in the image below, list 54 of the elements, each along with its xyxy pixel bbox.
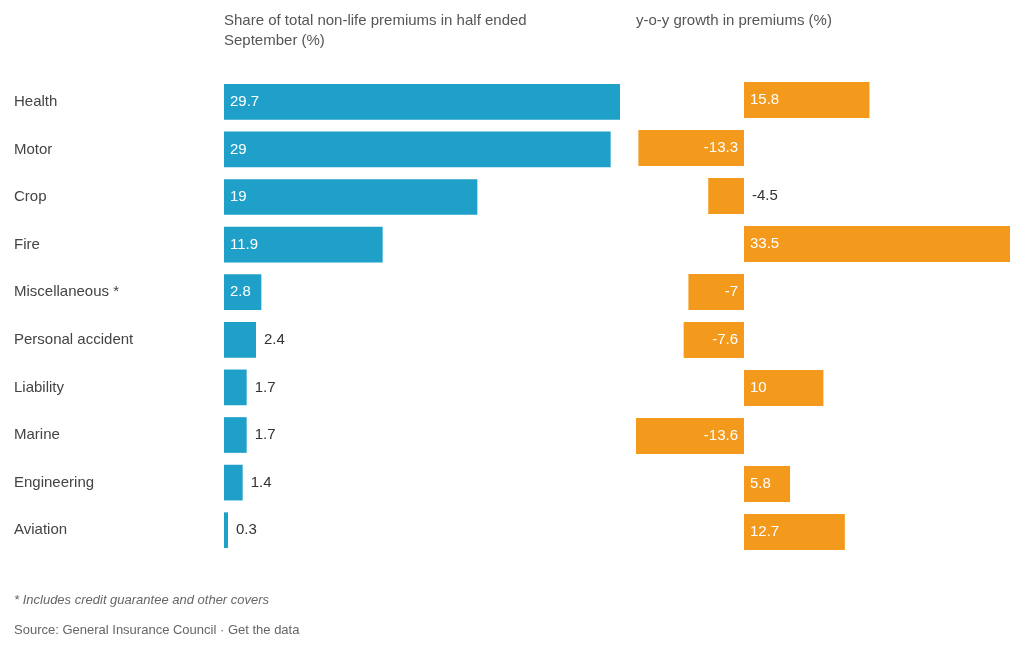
bar xyxy=(636,418,744,454)
data-label: 5.8 xyxy=(749,474,771,492)
data-label: 0.3 xyxy=(236,520,257,538)
data-label: 10 xyxy=(749,378,767,396)
bar xyxy=(743,514,845,550)
data-label: 11.9 xyxy=(230,234,259,252)
y-tick-label: Fire xyxy=(14,234,40,252)
bar xyxy=(224,464,243,501)
y-tick-label: Health xyxy=(14,91,58,109)
data-label: 15.8 xyxy=(749,90,780,108)
data-label: -7.6 xyxy=(712,330,738,348)
y-tick-label: Crop xyxy=(14,187,47,205)
data-label: 19 xyxy=(230,187,247,205)
y-tick-label: Engineering xyxy=(14,472,95,490)
bar xyxy=(224,226,383,263)
y-tick-label: Miscellaneous * xyxy=(14,282,120,300)
data-label: 33.5 xyxy=(749,234,780,252)
data-label: 1.7 xyxy=(254,425,276,443)
data-label: -4.5 xyxy=(751,186,778,204)
data-label: -13.6 xyxy=(703,426,738,444)
data-label: 1.7 xyxy=(254,377,276,395)
bar xyxy=(743,82,870,118)
bar xyxy=(224,321,256,358)
bar xyxy=(638,130,744,166)
y-tick-label: Liability xyxy=(14,377,65,395)
bar xyxy=(224,417,247,453)
chart-title: y-o-y growth in premiums (%) xyxy=(636,10,833,30)
bar xyxy=(688,274,744,310)
bar xyxy=(743,226,1010,262)
data-label: -13.3 xyxy=(703,138,738,156)
y-tick-label: Marine xyxy=(14,425,60,443)
y-tick-label: Motor xyxy=(14,139,53,157)
chart-title: Share of total non-life premiums in half ended September (%) xyxy=(224,10,528,50)
bar xyxy=(224,369,247,406)
bar xyxy=(708,178,744,214)
bar xyxy=(224,512,228,549)
y-tick-label: Aviation xyxy=(14,520,68,538)
data-label: -7 xyxy=(724,282,738,300)
data-label: 29 xyxy=(230,139,247,157)
bar xyxy=(224,274,262,311)
data-label: 1.4 xyxy=(250,472,272,490)
bar xyxy=(224,83,620,120)
bar xyxy=(683,322,744,358)
bar xyxy=(224,179,478,215)
y-tick-label: Personal accident xyxy=(14,329,135,347)
data-label: 2.4 xyxy=(264,329,285,347)
data-label: 29.7 xyxy=(230,91,260,109)
source-note: Source: General Insurance Council · Get the data xyxy=(14,622,300,637)
data-label: 2.8 xyxy=(230,282,251,300)
bar xyxy=(743,466,791,502)
data-label: 12.7 xyxy=(749,522,780,540)
bar xyxy=(224,131,611,168)
bar xyxy=(743,370,824,406)
text: * Includes credit guarantee and other covers xyxy=(14,592,270,607)
